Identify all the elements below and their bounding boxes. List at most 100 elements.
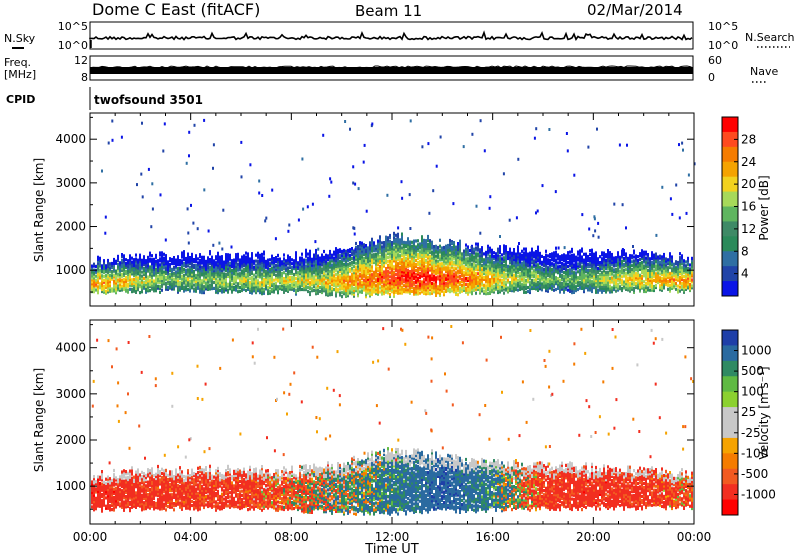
power-cell (477, 258, 479, 261)
power-cell (385, 236, 387, 239)
power-cell (283, 271, 285, 274)
power-cell (167, 286, 169, 289)
power-cell (151, 254, 153, 257)
power-cell (251, 252, 253, 255)
power-cell (253, 274, 255, 277)
power-cell (209, 258, 211, 261)
power-cell (415, 259, 417, 262)
power-cell (375, 278, 377, 281)
power-cell (617, 283, 619, 286)
power-cell (287, 266, 289, 269)
power-cell (249, 281, 251, 284)
power-cell (325, 281, 327, 284)
power-cell (103, 279, 105, 282)
power-cell (517, 279, 519, 282)
power-cell (585, 274, 587, 277)
power-cell (155, 254, 157, 257)
power-cell (361, 242, 363, 245)
power-cell (307, 253, 309, 256)
power-cell (297, 261, 299, 264)
power-cell (415, 239, 417, 242)
power-cell (419, 292, 421, 295)
power-cell (403, 241, 405, 244)
power-cell (609, 251, 611, 254)
power-cell (349, 248, 351, 251)
power-cell (173, 266, 175, 269)
freq-unit-label: [MHz] (4, 68, 36, 81)
power-cell (505, 273, 507, 276)
power-cell (507, 279, 509, 282)
power-cell (583, 253, 585, 256)
power-cell (487, 257, 489, 260)
power-cell (611, 286, 613, 289)
power-cell (343, 263, 345, 266)
power-cell (99, 257, 101, 260)
power-cell (603, 252, 605, 255)
power-cell (253, 266, 255, 269)
power-cell (383, 241, 385, 244)
power-cell (401, 286, 403, 289)
power-cell (389, 240, 391, 243)
power-cell (411, 241, 413, 244)
power-cell (225, 253, 227, 256)
power-cell (137, 276, 139, 279)
power-cell (93, 263, 95, 266)
power-cell (437, 246, 439, 249)
power-cell (217, 279, 219, 282)
power-cell (577, 251, 579, 254)
power-cell (243, 268, 245, 271)
power-cell (349, 268, 351, 271)
power-cell (427, 260, 429, 263)
power-cell (447, 244, 449, 247)
power-cell (109, 262, 111, 265)
power-cell (333, 251, 335, 254)
power-cell (599, 273, 601, 276)
power-cell (321, 267, 323, 270)
power-cell (567, 283, 569, 286)
power-cell (429, 292, 431, 295)
power-cell (341, 250, 343, 253)
power-cell (145, 259, 147, 262)
power-cell (277, 258, 279, 261)
power-cell (577, 288, 579, 291)
power-cell (319, 257, 321, 260)
power-cell (341, 295, 343, 298)
power-cell (95, 275, 97, 278)
nave-tick-bottom: 0 (708, 71, 715, 84)
power-cell (507, 286, 509, 289)
power-cell (405, 257, 407, 260)
power-cell (305, 259, 307, 262)
power-cell (501, 279, 503, 282)
power-cell (489, 255, 491, 258)
power-cell (409, 270, 411, 273)
power-cell (235, 285, 237, 288)
power-cell (435, 268, 437, 271)
power-cell (333, 257, 335, 260)
power-cell (501, 253, 503, 256)
power-cell (279, 285, 281, 288)
power-cell (509, 248, 511, 251)
power-cell (461, 278, 463, 281)
power-cell (377, 240, 379, 243)
power-cell (533, 251, 535, 254)
power-cell (309, 291, 311, 294)
power-cell (487, 292, 489, 295)
power-cell (309, 281, 311, 284)
power-cell (517, 289, 519, 292)
power-cell (425, 265, 427, 268)
power-cell (373, 281, 375, 284)
power-cell (433, 282, 435, 285)
power-cell (423, 278, 425, 281)
power-cell (325, 273, 327, 276)
power-cell (581, 248, 583, 251)
power-cell (413, 287, 415, 290)
power-cell (183, 274, 185, 277)
power-cell (441, 262, 443, 265)
power-cell (227, 289, 229, 292)
power-cell (273, 279, 275, 282)
power-cell (613, 268, 615, 271)
power-cell (425, 239, 427, 242)
power-cell (323, 256, 325, 259)
power-cell (237, 253, 239, 256)
